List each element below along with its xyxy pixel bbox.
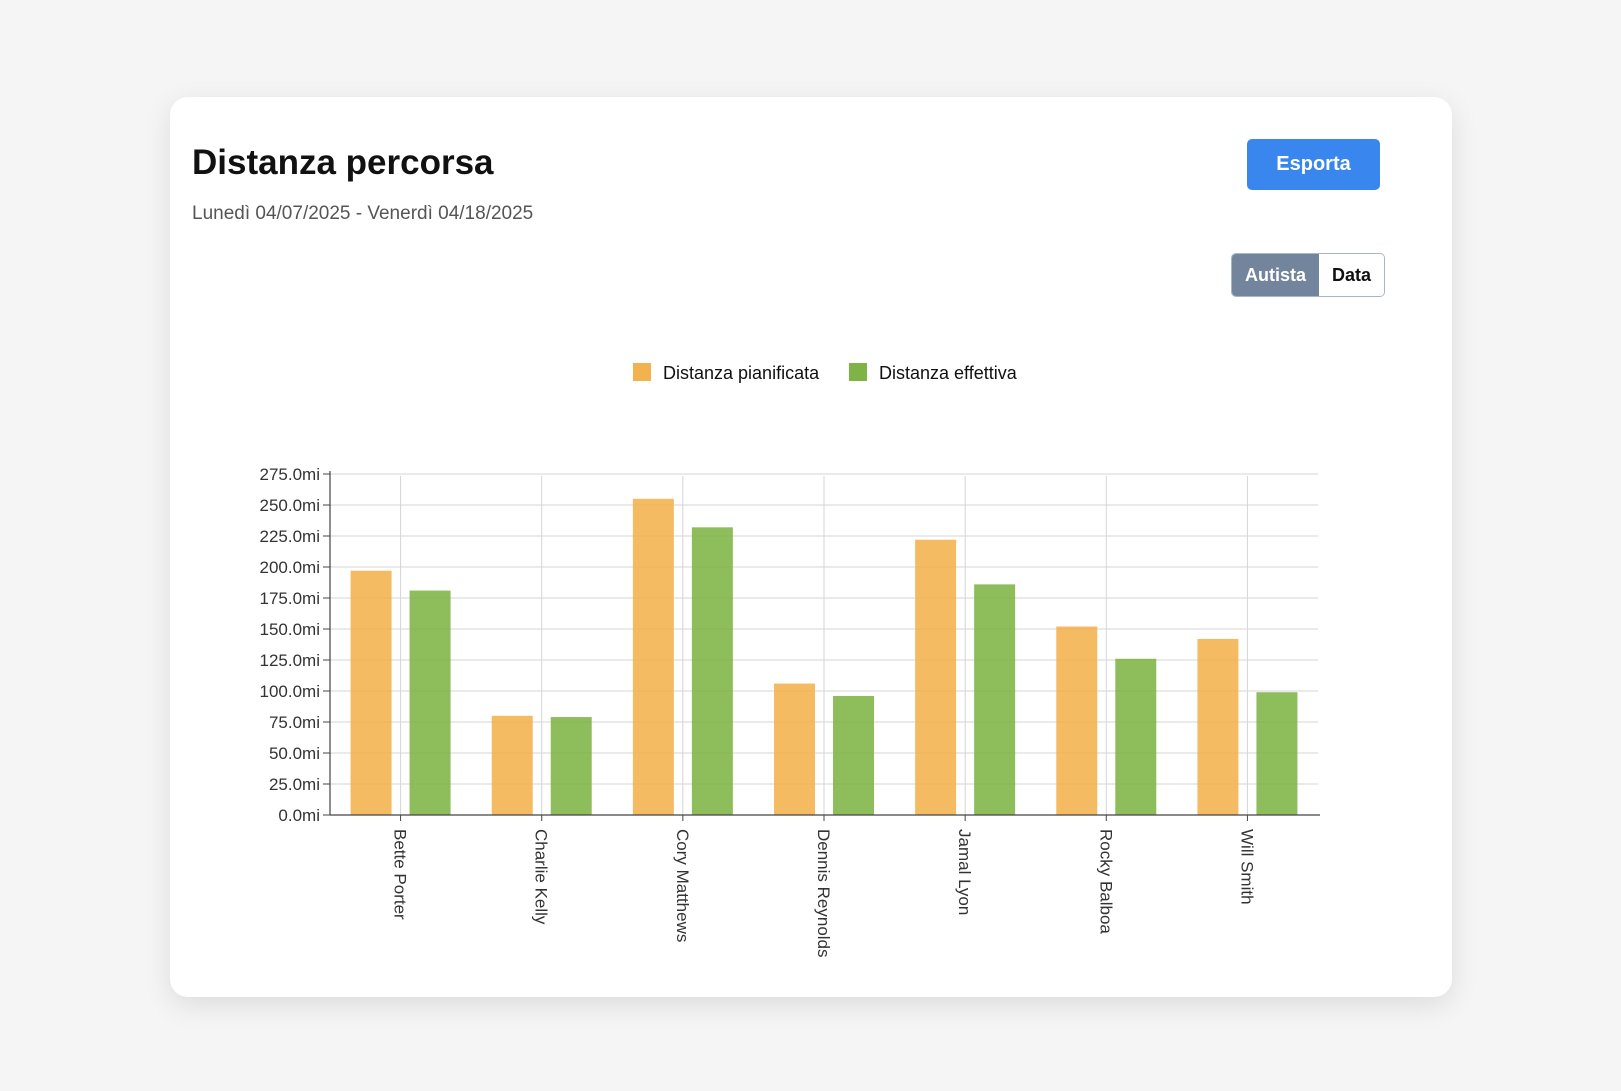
bar-planned-charlie-kelly: [491, 715, 533, 815]
bar-planned-rocky-balboa: [1056, 626, 1098, 815]
x-tick-label: Bette Porter: [391, 829, 410, 920]
view-toggle: Autista Data: [1231, 253, 1386, 297]
toggle-driver[interactable]: Autista: [1232, 254, 1320, 296]
y-tick-label: 0.0mi: [278, 806, 320, 825]
chart-axes: 0.0mi 25.0mi 50.0mi 75.0mi 100.0mi 125.0mi 150…: [260, 465, 1320, 958]
legend-label: Distanza effettiva: [879, 363, 1018, 383]
y-tick-label: 50.0mi: [269, 744, 320, 763]
bar-planned-dennis-reynolds: [774, 683, 815, 815]
y-tick-label: 275.0mi: [260, 465, 320, 484]
x-tick-label: Cory Matthews: [673, 829, 692, 942]
x-tick-label: Will Smith: [1237, 829, 1256, 905]
y-tick-label: 200.0mi: [260, 558, 320, 577]
y-tick-label: 175.0mi: [260, 589, 320, 608]
chart-grid: [330, 473, 1318, 815]
bar-planned-will-smith: [1197, 638, 1239, 815]
bar-actual-rocky-balboa: [1115, 658, 1157, 815]
bar-chart: Distanza pianificata Distanza effettiva 0…: [260, 363, 1320, 958]
bar-actual-will-smith: [1256, 692, 1298, 815]
bar-actual-jamal-lyon: [974, 584, 1016, 815]
legend-swatch: [849, 363, 867, 381]
y-tick-label: 225.0mi: [260, 527, 320, 546]
export-button[interactable]: Esporta: [1247, 139, 1380, 190]
x-tick-label: Charlie Kelly: [532, 829, 551, 925]
x-tick-label: Rocky Balboa: [1096, 829, 1115, 934]
y-tick-label: 250.0mi: [260, 496, 320, 515]
y-tick-label: 75.0mi: [269, 713, 320, 732]
date-range: Lunedì 04/07/2025 - Venerdì 04/18/2025: [192, 203, 534, 224]
toggle-date[interactable]: Data: [1319, 254, 1385, 296]
x-tick-label: Jamal Lyon: [955, 829, 974, 915]
chart-bars: [350, 498, 1298, 815]
bar-actual-cory-matthews: [691, 527, 733, 815]
page-title: Distanza percorsa: [192, 143, 494, 182]
legend-swatch: [633, 363, 651, 381]
bar-planned-jamal-lyon: [915, 539, 957, 815]
chart-legend: Distanza pianificata Distanza effettiva: [633, 363, 1018, 383]
bar-actual-charlie-kelly: [550, 717, 592, 815]
bar-planned-cory-matthews: [632, 498, 674, 815]
bar-actual-dennis-reynolds: [833, 695, 874, 815]
bar-actual-bette-porter: [409, 590, 451, 815]
y-tick-label: 125.0mi: [260, 651, 320, 670]
y-tick-label: 25.0mi: [269, 775, 320, 794]
y-tick-label: 150.0mi: [260, 620, 320, 639]
x-tick-label: Dennis Reynolds: [814, 829, 833, 958]
legend-label: Distanza pianificata: [663, 363, 820, 383]
y-tick-label: 100.0mi: [260, 682, 320, 701]
bar-planned-bette-porter: [350, 570, 392, 815]
chart-card: Distanza percorsa Lunedì 04/07/2025 - Ve…: [170, 97, 1452, 997]
